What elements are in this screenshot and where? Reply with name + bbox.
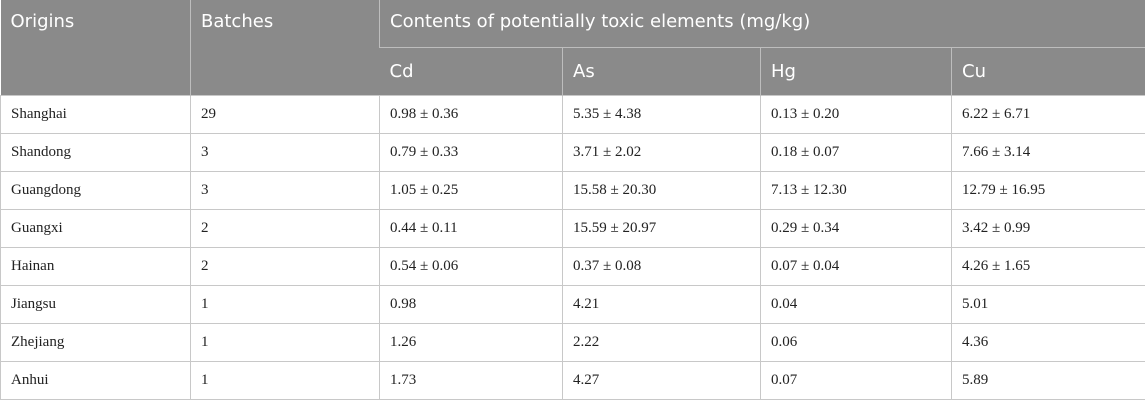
cell-batches: 2 [190,208,380,248]
cell-as: 4.27 [562,360,761,400]
cell-as: 15.58 ± 20.30 [562,170,761,210]
cell-hg: 0.13 ± 0.20 [760,94,952,134]
table-row: Hainan 2 0.54 ± 0.06 0.37 ± 0.08 0.07 ± … [0,246,1145,286]
cell-cd: 1.73 [379,360,563,400]
cell-cd: 0.98 ± 0.36 [379,94,563,134]
cell-hg: 0.07 ± 0.04 [760,246,952,286]
header-contents-group: Contents of potentially toxic elements (… [378,0,1145,47]
header-cd: Cd [379,46,563,95]
cell-batches: 1 [190,360,380,400]
cell-cd: 0.44 ± 0.11 [379,208,563,248]
cell-hg: 0.07 [760,360,952,400]
header-cu: Cu [950,46,1145,95]
cell-batches: 3 [190,170,380,210]
cell-batches: 1 [190,322,380,362]
cell-as: 15.59 ± 20.97 [562,208,761,248]
table-row: Guangxi 2 0.44 ± 0.11 15.59 ± 20.97 0.29… [0,208,1145,248]
cell-cu: 5.01 [950,284,1145,324]
cell-origin: Shandong [0,132,191,172]
cell-cu: 6.22 ± 6.71 [950,94,1145,134]
cell-as: 4.21 [562,284,761,324]
cell-origin: Hainan [0,246,191,286]
table-header: Origins Batches Contents of potentially … [0,0,1145,95]
table-row: Shandong 3 0.79 ± 0.33 3.71 ± 2.02 0.18 … [0,132,1145,172]
cell-cu: 4.36 [950,322,1145,362]
cell-cu: 7.66 ± 3.14 [950,132,1145,172]
cell-cu: 3.42 ± 0.99 [950,208,1145,248]
header-as: As [562,46,761,95]
cell-as: 0.37 ± 0.08 [562,246,761,286]
cell-origin: Guangxi [0,208,191,248]
cell-hg: 0.06 [760,322,952,362]
cell-hg: 0.18 ± 0.07 [760,132,952,172]
cell-origin: Zhejiang [0,322,191,362]
table-row: Zhejiang 1 1.26 2.22 0.06 4.36 [0,322,1145,362]
cell-batches: 29 [190,94,380,134]
cell-cd: 1.26 [379,322,563,362]
cell-cd: 1.05 ± 0.25 [379,170,563,210]
cell-origin: Shanghai [0,94,191,134]
cell-cu: 4.26 ± 1.65 [950,246,1145,286]
cell-batches: 3 [190,132,380,172]
table-row: Guangdong 3 1.05 ± 0.25 15.58 ± 20.30 7.… [0,170,1145,210]
cell-origin: Anhui [0,360,191,400]
table-row: Jiangsu 1 0.98 4.21 0.04 5.01 [0,284,1145,324]
table-row: Anhui 1 1.73 4.27 0.07 5.89 [0,360,1145,400]
cell-origin: Jiangsu [0,284,191,324]
cell-origin: Guangdong [0,170,191,210]
cell-batches: 1 [190,284,380,324]
header-hg: Hg [760,46,952,95]
table-row: Shanghai 29 0.98 ± 0.36 5.35 ± 4.38 0.13… [0,94,1145,134]
cell-as: 3.71 ± 2.02 [562,132,761,172]
header-batches: Batches [190,0,380,95]
cell-cu: 12.79 ± 16.95 [950,170,1145,210]
cell-batches: 2 [190,246,380,286]
cell-cu: 5.89 [950,360,1145,400]
cell-hg: 7.13 ± 12.30 [760,170,952,210]
cell-cd: 0.54 ± 0.06 [379,246,563,286]
cell-as: 5.35 ± 4.38 [562,94,761,134]
cell-as: 2.22 [562,322,761,362]
cell-cd: 0.98 [379,284,563,324]
cell-cd: 0.79 ± 0.33 [379,132,563,172]
table-body: Shanghai 29 0.98 ± 0.36 5.35 ± 4.38 0.13… [0,94,1145,400]
header-origins: Origins [0,0,191,95]
cell-hg: 0.29 ± 0.34 [760,208,952,248]
cell-hg: 0.04 [760,284,952,324]
